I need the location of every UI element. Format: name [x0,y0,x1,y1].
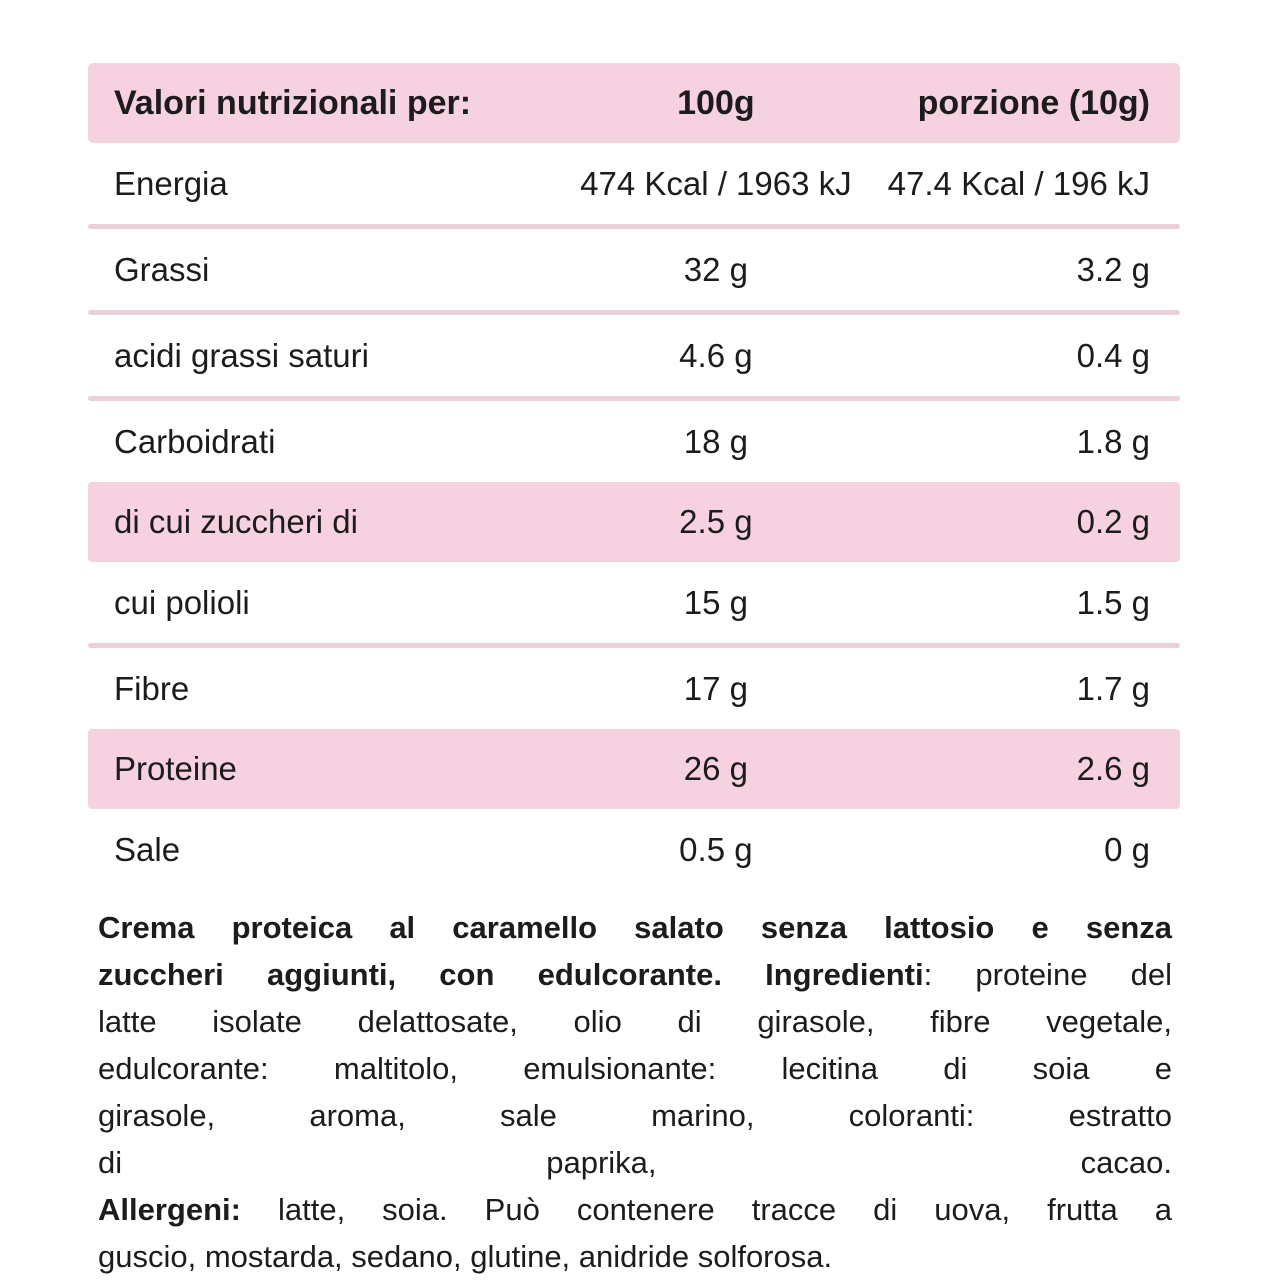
text-segment: di paprika, cacao. [98,1145,1172,1180]
row-value-portion: 0.4 g [1076,336,1150,374]
row-label: Sale [114,830,181,868]
row-value-100g: 17 g [683,669,748,707]
row-divider [88,224,1180,229]
table-row: Fibre 17 g 1.7 g [88,648,1180,729]
nutrition-table: Valori nutrizionali per: 100g porzione (… [88,63,1180,890]
description-line: edulcorante: maltitolo, emulsionante: le… [98,1045,1172,1092]
nutrition-label: Valori nutrizionali per: 100g porzione (… [88,63,1180,1280]
row-value-portion: 2.6 g [1076,750,1150,787]
row-value-100g: 26 g [683,750,748,787]
text-segment: zuccheri aggiunti, con edulcorante. Ingr… [98,957,924,992]
row-value-100g: 474 Kcal / 1963 kJ [580,164,852,202]
row-value-portion: 1.8 g [1076,422,1150,460]
row-value-portion: 1.5 g [1076,583,1150,621]
table-row: Energia 474 Kcal / 1963 kJ 47.4 Kcal / 1… [88,143,1180,224]
text-segment: edulcorante: maltitolo, emulsionante: le… [98,1051,1172,1086]
row-label: Energia [114,164,228,202]
description-line: di paprika, cacao. [98,1139,1172,1186]
description-line: Allergeni: latte, soia. Può contenere tr… [98,1186,1172,1233]
table-row: Carboidrati 18 g 1.8 g [88,401,1180,482]
header-title: Valori nutrizionali per: [114,83,472,122]
ingredients-paragraph: Crema proteica al caramello salato senza… [88,904,1172,1280]
table-row: Grassi 32 g 3.2 g [88,229,1180,310]
row-label: Grassi [114,250,210,288]
table-row: di cui zuccheri di 2.5 g 0.2 g [88,482,1180,562]
header-col-100g: 100g [677,83,755,122]
row-value-100g: 15 g [683,583,748,621]
table-header: Valori nutrizionali per: 100g porzione (… [88,63,1180,143]
row-value-portion: 0.2 g [1076,503,1150,540]
text-segment: Crema proteica al caramello salato senza… [98,910,1172,945]
text-segment: guscio, mostarda, sedano, glutine, anidr… [98,1239,833,1274]
description-line: latte isolate delattosate, olio di giras… [98,998,1172,1045]
description-line: Crema proteica al caramello salato senza… [98,904,1172,951]
description-line: guscio, mostarda, sedano, glutine, anidr… [98,1233,1172,1280]
text-segment: girasole, aroma, sale marino, coloranti:… [98,1098,1172,1133]
row-value-100g: 2.5 g [679,503,753,540]
row-value-portion: 1.7 g [1076,669,1150,707]
row-label: Proteine [114,750,237,787]
row-label: Fibre [114,669,190,707]
row-divider [88,396,1180,401]
table-row: cui polioli 15 g 1.5 g [88,562,1180,643]
row-label: Carboidrati [114,422,276,460]
header-col-portion: porzione (10g) [917,83,1150,122]
row-value-100g: 4.6 g [679,336,753,374]
row-divider [88,310,1180,315]
table-body: Energia 474 Kcal / 1963 kJ 47.4 Kcal / 1… [88,143,1180,890]
row-label: di cui zuccheri di [114,503,358,540]
row-label: cui polioli [114,583,250,621]
text-segment: Allergeni: [98,1192,241,1227]
table-row: Sale 0.5 g 0 g [88,809,1180,890]
description-line: zuccheri aggiunti, con edulcorante. Ingr… [98,951,1172,998]
table-row: acidi grassi saturi 4.6 g 0.4 g [88,315,1180,396]
row-value-100g: 0.5 g [679,830,753,868]
row-label: acidi grassi saturi [114,336,369,374]
row-value-portion: 3.2 g [1076,250,1150,288]
row-value-100g: 32 g [683,250,748,288]
row-value-100g: 18 g [683,422,748,460]
text-segment: latte, soia. Può contenere tracce di uov… [240,1192,1172,1227]
row-value-portion: 0 g [1104,830,1150,868]
description-line: girasole, aroma, sale marino, coloranti:… [98,1092,1172,1139]
text-segment: latte isolate delattosate, olio di giras… [98,1004,1172,1039]
table-row: Proteine 26 g 2.6 g [88,729,1180,809]
text-segment: : proteine del [923,957,1172,992]
row-value-portion: 47.4 Kcal / 196 kJ [887,164,1150,202]
row-divider [88,643,1180,648]
